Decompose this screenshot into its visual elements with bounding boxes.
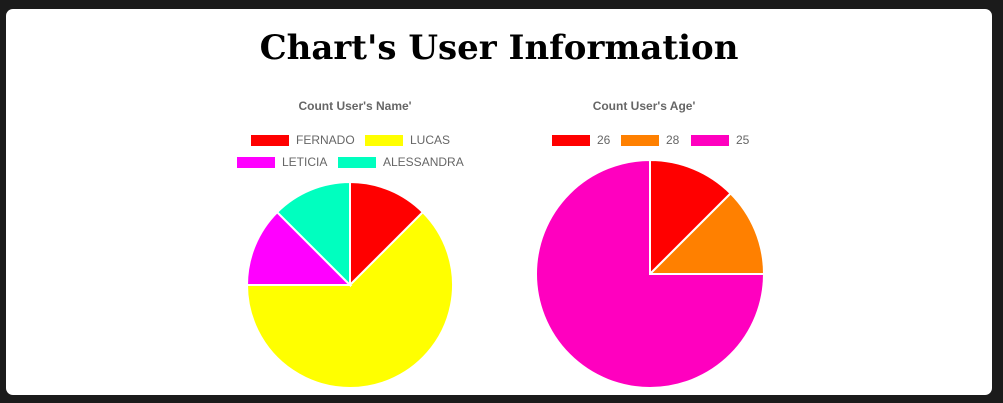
legend-swatch <box>237 156 275 168</box>
legend-item-alessandra[interactable]: ALESSANDRA <box>338 154 464 170</box>
legend-item-age-25[interactable]: 25 <box>691 132 749 148</box>
legend-label: FERNADO <box>296 133 355 147</box>
legend-label: 28 <box>666 133 680 147</box>
legend-item-leticia[interactable]: LETICIA <box>237 154 327 170</box>
legend-swatch <box>552 134 590 146</box>
legend-label: 25 <box>736 133 750 147</box>
legend-label: LUCAS <box>410 133 451 147</box>
legend-label: ALESSANDRA <box>383 155 464 169</box>
age-chart-title: Count User's Age' <box>592 99 696 113</box>
legend-swatch <box>621 134 659 146</box>
pie-slice-28[interactable] <box>647 191 766 275</box>
page-title: Chart's User Information <box>259 28 739 68</box>
legend-item-fernado[interactable]: FERNADO <box>251 132 355 148</box>
age-pie-chart <box>535 158 766 389</box>
pie-slice-lucas[interactable] <box>245 210 454 389</box>
pie-slice-leticia[interactable] <box>245 210 353 286</box>
legend-item-age-28[interactable]: 28 <box>621 132 679 148</box>
legend-item-age-26[interactable]: 26 <box>552 132 610 148</box>
pie-slice-26[interactable] <box>649 158 733 277</box>
name-chart-title: Count User's Name' <box>298 99 412 113</box>
chart-card: Chart's User Information Count User's Na… <box>6 9 992 395</box>
pie-slice-fernado[interactable] <box>349 180 425 288</box>
legend-swatch <box>251 134 289 146</box>
legend-swatch <box>338 156 376 168</box>
legend-item-lucas[interactable]: LUCAS <box>365 132 450 148</box>
name-pie-chart <box>245 180 454 389</box>
legend-swatch <box>365 134 403 146</box>
legend-label: 26 <box>597 133 611 147</box>
legend-label: LETICIA <box>282 155 328 169</box>
pie-slice-25[interactable] <box>535 158 766 389</box>
pie-slice-alessandra[interactable] <box>275 180 351 288</box>
legend-swatch <box>691 134 729 146</box>
